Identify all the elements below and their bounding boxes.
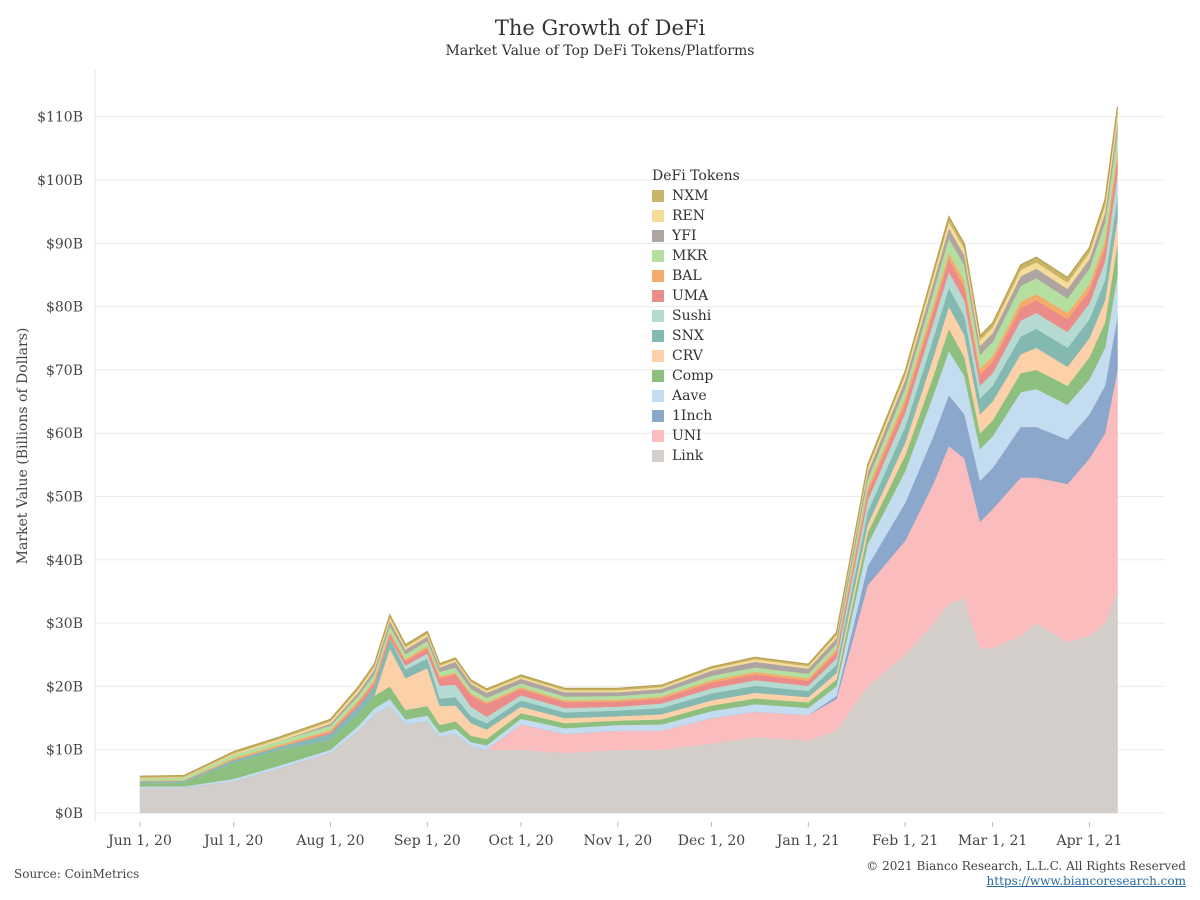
x-tick-label: Aug 1, 20 <box>295 833 364 849</box>
legend-items: NXM REN YFI MKR BAL UMA Sushi SNX CRV Comp Aave 1In… <box>652 186 740 466</box>
legend-swatch <box>652 290 664 302</box>
legend-label: SNX <box>672 328 704 344</box>
chart-title: The Growth of DeFi <box>494 16 706 40</box>
x-tick-label: Sep 1, 20 <box>394 833 461 849</box>
legend-swatch <box>652 210 664 222</box>
x-axis-ticks: Jun 1, 20 Jul 1, 20 Aug 1, 20 Sep 1, 20 Oct … <box>106 822 1122 849</box>
legend-item-nxm: NXM <box>652 186 740 206</box>
legend: DeFi Tokens NXM REN YFI MKR BAL UMA Sushi SNX CR… <box>652 168 740 466</box>
legend-label: UNI <box>672 428 702 444</box>
x-tick-label: Dec 1, 20 <box>678 833 745 849</box>
legend-label: 1Inch <box>672 408 713 424</box>
legend-label: UMA <box>672 288 709 304</box>
legend-swatch <box>652 230 664 242</box>
x-tick-label: Jun 1, 20 <box>106 833 172 849</box>
x-tick-label: Apr 1, 21 <box>1055 833 1122 849</box>
source-note: Source: CoinMetrics <box>14 867 140 881</box>
legend-swatch <box>652 430 664 442</box>
legend-item-crv: CRV <box>652 346 740 366</box>
legend-item-ren: REN <box>652 206 740 226</box>
legend-swatch <box>652 330 664 342</box>
copyright-note: © 2021 Bianco Research, L.L.C. All Right… <box>866 859 1186 873</box>
legend-swatch <box>652 270 664 282</box>
x-tick-label: Feb 1, 21 <box>872 833 938 849</box>
legend-item-snx: SNX <box>652 326 740 346</box>
legend-label: BAL <box>672 268 702 284</box>
y-tick-label: $50B <box>46 490 83 506</box>
legend-label: Comp <box>672 368 714 384</box>
y-tick-label: $60B <box>46 426 83 442</box>
legend-item-comp: Comp <box>652 366 740 386</box>
legend-swatch <box>652 410 664 422</box>
total-outline <box>139 106 1119 777</box>
legend-swatch <box>652 370 664 382</box>
legend-swatch <box>652 450 664 462</box>
legend-swatch <box>652 310 664 322</box>
legend-label: Sushi <box>672 308 712 324</box>
legend-swatch <box>652 350 664 362</box>
legend-item-bal: BAL <box>652 266 740 286</box>
website-link[interactable]: https://www.biancoresearch.com <box>986 874 1186 888</box>
legend-label: REN <box>672 208 706 224</box>
y-tick-label: $90B <box>46 236 83 252</box>
y-tick-label: $20B <box>46 679 83 695</box>
legend-title: DeFi Tokens <box>652 168 740 184</box>
x-tick-label: Oct 1, 20 <box>488 833 553 849</box>
y-tick-label: $30B <box>46 616 83 632</box>
legend-label: CRV <box>672 348 703 364</box>
legend-label: Link <box>672 448 704 464</box>
y-tick-label: $100B <box>37 173 83 189</box>
x-tick-label: Jan 1, 21 <box>775 833 840 849</box>
legend-label: YFI <box>672 228 697 244</box>
y-tick-label: $80B <box>46 300 83 316</box>
y-tick-label: $40B <box>46 553 83 569</box>
legend-item-mkr: MKR <box>652 246 740 266</box>
y-tick-label: $70B <box>46 363 83 379</box>
legend-item-uma: UMA <box>652 286 740 306</box>
y-tick-label: $10B <box>46 743 83 759</box>
x-tick-label: Mar 1, 21 <box>958 833 1027 849</box>
y-tick-label: $110B <box>37 110 83 126</box>
y-axis-ticks: $0B $10B $20B $30B $40B $50B $60B $70B $80B $90B $… <box>37 110 83 822</box>
legend-label: NXM <box>672 188 709 204</box>
chart-subtitle: Market Value of Top DeFi Tokens/Platform… <box>445 43 755 59</box>
legend-label: Aave <box>672 388 707 404</box>
legend-label: MKR <box>672 248 708 264</box>
legend-swatch <box>652 190 664 202</box>
legend-item-aave: Aave <box>652 386 740 406</box>
legend-item-sushi: Sushi <box>652 306 740 326</box>
legend-item-1inch: 1Inch <box>652 406 740 426</box>
y-tick-label: $0B <box>55 806 83 822</box>
x-tick-label: Jul 1, 20 <box>202 833 263 849</box>
legend-swatch <box>652 390 664 402</box>
legend-item-uni: UNI <box>652 426 740 446</box>
y-axis-label: Market Value (Billions of Dollars) <box>15 328 31 565</box>
x-tick-label: Nov 1, 20 <box>583 833 652 849</box>
legend-item-link: Link <box>652 446 740 466</box>
legend-swatch <box>652 250 664 262</box>
legend-item-yfi: YFI <box>652 226 740 246</box>
area-series-group <box>139 106 1119 814</box>
